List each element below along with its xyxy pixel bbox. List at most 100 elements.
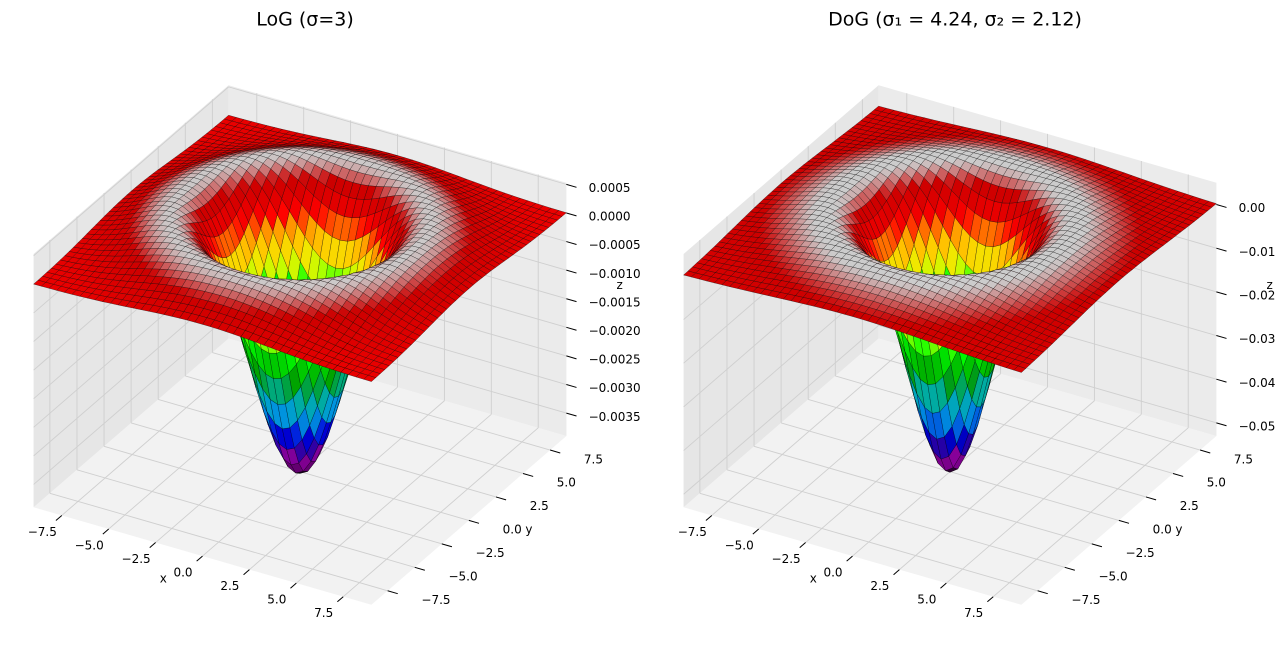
y-tick-label: 7.5 (584, 452, 603, 466)
z-tick-label: −0.05 (1239, 420, 1276, 434)
y-tick (1091, 543, 1103, 548)
y-tick (1037, 590, 1048, 595)
z-tick-label: −0.0005 (589, 238, 641, 252)
z-tick (1216, 335, 1227, 339)
x-tick-label: 5.0 (267, 593, 286, 607)
y-axis-label: y (525, 523, 532, 537)
z-tick-label: −0.0025 (589, 353, 641, 367)
grid-line (33, 315, 229, 485)
grid-line (158, 399, 497, 498)
x-tick (55, 515, 63, 521)
grid-line (228, 86, 567, 185)
y-tick-label: 5.0 (1207, 476, 1226, 490)
x-tick-label: 5.0 (917, 593, 936, 607)
y-tick (1145, 496, 1157, 501)
y-tick (1064, 566, 1075, 571)
z-tick (566, 298, 577, 303)
z-tick (566, 326, 577, 331)
panel: LoG (σ=3) −7.5 −5.0 −2.5 0.0 2.5 5.0 7.5 −7.5 −5.… (28, 9, 641, 621)
x-tick-label: 7.5 (964, 606, 983, 620)
x-axis-label: x (810, 572, 817, 586)
x-tick-label: 2.5 (870, 579, 889, 593)
y-tick-label: −7.5 (1071, 593, 1100, 607)
x-tick-label: 0.0 (823, 565, 842, 579)
z-tick (566, 412, 577, 417)
z-tick-label: −0.0010 (589, 267, 641, 281)
y-tick-label: −2.5 (476, 546, 505, 560)
x-tick (243, 569, 250, 576)
z-tick (1216, 204, 1227, 208)
z-axis-label: z (1266, 278, 1272, 292)
y-tick (522, 473, 534, 477)
z-tick-label: −0.0030 (589, 381, 641, 395)
x-axis-label: x (160, 572, 167, 586)
z-tick-label: −0.04 (1239, 376, 1276, 390)
chart-title: DoG (σ₁ = 4.24, σ₂ = 2.12) (828, 9, 1082, 31)
x-tick (102, 528, 110, 535)
z-tick (566, 269, 577, 274)
z-tick (566, 384, 577, 388)
z-tick (566, 183, 577, 188)
y-tick-label: 7.5 (1234, 452, 1253, 466)
z-tick-label: −0.03 (1239, 332, 1276, 346)
x-tick (705, 515, 713, 521)
x-tick-label: −7.5 (678, 525, 707, 539)
z-tick-label: −0.0015 (589, 295, 641, 309)
y-tick (495, 496, 507, 501)
y-tick-label: 5.0 (557, 476, 576, 490)
x-tick-label: −7.5 (28, 525, 57, 539)
z-tick-label: −0.0035 (589, 410, 641, 424)
z-tick-label: 0.0005 (589, 181, 631, 195)
x-tick-label: −5.0 (725, 538, 754, 552)
panel: DoG (σ₁ = 4.24, σ₂ = 2.12) −7.5 −5.0 −2.5 0.… (678, 9, 1276, 621)
x-tick (337, 596, 344, 603)
x-tick-label: 0.0 (173, 565, 192, 579)
y-tick-label: −2.5 (1126, 546, 1155, 560)
chart-title: LoG (σ=3) (256, 9, 354, 31)
y-tick (1118, 519, 1130, 524)
z-tick-label: −0.0020 (589, 324, 641, 338)
grid-line (49, 492, 388, 592)
z-tick-label: −0.01 (1239, 245, 1276, 259)
grid-line (33, 86, 229, 257)
y-tick-label: 0.0 (1153, 523, 1172, 537)
z-tick (1216, 247, 1227, 252)
x-tick (846, 555, 853, 562)
y-tick-label: −7.5 (421, 593, 450, 607)
x-tick (196, 555, 203, 562)
y-tick-label: 0.0 (503, 523, 522, 537)
x-tick (149, 542, 156, 548)
x-tick (987, 596, 994, 603)
x-tick-label: −2.5 (122, 552, 151, 566)
x-tick (940, 582, 947, 589)
y-tick (387, 590, 398, 595)
y-tick (1199, 449, 1211, 454)
y-tick (549, 449, 561, 454)
y-tick-label: 2.5 (530, 499, 549, 513)
grid-line (103, 445, 442, 545)
x-tick (893, 569, 900, 576)
grid-line (76, 469, 415, 568)
z-tick (566, 355, 577, 360)
y-axis-label: y (1175, 523, 1182, 537)
x-tick (799, 542, 806, 548)
y-tick (468, 519, 480, 524)
z-tick (566, 241, 577, 245)
x-tick-label: 7.5 (314, 606, 333, 620)
y-tick (441, 543, 453, 548)
y-tick-label: −5.0 (448, 570, 477, 584)
y-tick (414, 566, 425, 571)
z-tick (1216, 291, 1227, 296)
grid-line (185, 375, 524, 474)
x-tick (752, 528, 760, 535)
z-tick-label: 0.00 (1239, 201, 1266, 215)
x-tick-label: −2.5 (772, 552, 801, 566)
z-axis-label: z (616, 278, 622, 292)
z-tick-label: 0.0000 (589, 210, 631, 224)
z-tick (566, 212, 577, 217)
y-tick-label: 2.5 (1180, 499, 1199, 513)
z-tick (1216, 378, 1227, 383)
z-tick (1216, 422, 1227, 427)
x-tick-label: 2.5 (220, 579, 239, 593)
